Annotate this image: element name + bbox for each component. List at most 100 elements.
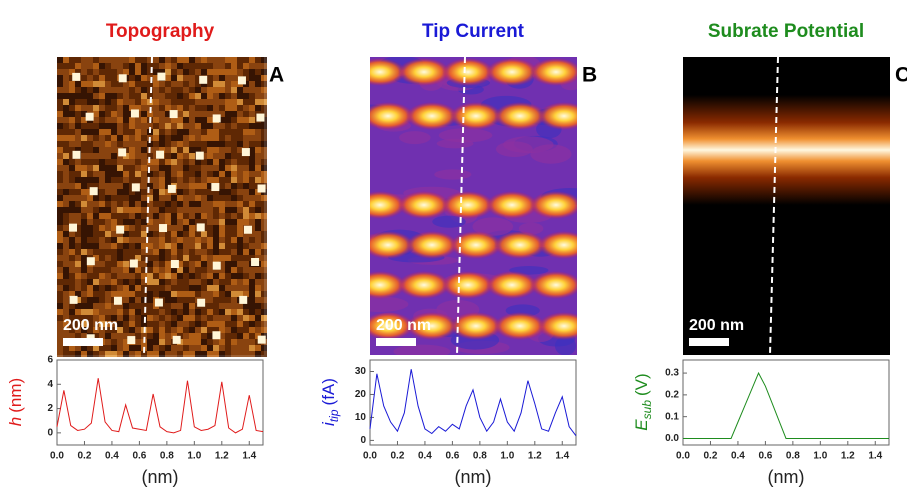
- texture: [141, 267, 147, 273]
- texture: [255, 147, 261, 153]
- texture: [177, 195, 183, 201]
- texture: [123, 291, 129, 297]
- texture: [243, 327, 249, 333]
- texture: [237, 237, 243, 243]
- current-spot: [370, 58, 406, 86]
- x-tick-label: 0.8: [473, 451, 487, 462]
- texture: [201, 237, 207, 243]
- texture: [243, 99, 249, 105]
- texture: [213, 153, 219, 159]
- texture: [147, 171, 153, 177]
- texture: [231, 231, 237, 237]
- texture: [87, 165, 93, 171]
- texture: [87, 69, 93, 75]
- texture: [231, 177, 237, 183]
- texture: [117, 351, 123, 357]
- texture: [111, 57, 117, 63]
- texture: [135, 57, 141, 63]
- texture: [225, 249, 231, 255]
- texture: [141, 123, 147, 129]
- texture: [237, 279, 243, 285]
- texture: [57, 315, 63, 321]
- bright-spot: [239, 295, 248, 304]
- texture: [201, 273, 207, 279]
- texture: [183, 315, 189, 321]
- texture: [183, 93, 189, 99]
- y-tick-label: 2: [47, 403, 53, 414]
- texture: [111, 243, 117, 249]
- texture: [195, 201, 201, 207]
- texture: [207, 249, 213, 255]
- texture: [99, 183, 105, 189]
- panel-letter: A: [269, 64, 284, 87]
- texture: [213, 171, 219, 177]
- texture: [255, 321, 261, 327]
- texture: [231, 87, 237, 93]
- texture: [189, 153, 195, 159]
- texture: [135, 243, 141, 249]
- texture: [237, 207, 243, 213]
- texture: [231, 345, 237, 351]
- texture: [117, 231, 123, 237]
- texture: [195, 195, 201, 201]
- texture: [213, 225, 219, 231]
- texture: [207, 105, 213, 111]
- texture: [69, 171, 75, 177]
- texture: [189, 297, 195, 303]
- texture: [207, 351, 213, 357]
- texture: [159, 351, 165, 357]
- texture: [219, 231, 225, 237]
- texture: [141, 201, 147, 207]
- texture: [75, 93, 81, 99]
- texture: [93, 165, 99, 171]
- texture: [261, 75, 267, 81]
- texture: [57, 303, 63, 309]
- texture: [225, 303, 231, 309]
- texture: [243, 105, 249, 111]
- texture: [129, 327, 135, 333]
- texture: [105, 261, 111, 267]
- texture: [165, 315, 171, 321]
- texture: [63, 123, 69, 129]
- texture: [183, 207, 189, 213]
- texture: [153, 147, 159, 153]
- texture: [129, 285, 135, 291]
- texture: [255, 315, 261, 321]
- texture: [237, 117, 243, 123]
- texture: [177, 153, 183, 159]
- texture: [225, 291, 231, 297]
- texture: [165, 267, 171, 273]
- texture: [135, 285, 141, 291]
- texture: [177, 249, 183, 255]
- texture: [225, 351, 231, 357]
- texture: [141, 225, 147, 231]
- texture: [225, 165, 231, 171]
- texture: [249, 237, 255, 243]
- texture: [213, 213, 219, 219]
- texture: [153, 261, 159, 267]
- texture: [153, 219, 159, 225]
- texture: [195, 93, 201, 99]
- texture: [75, 159, 81, 165]
- texture: [195, 273, 201, 279]
- texture: [255, 63, 261, 69]
- texture: [219, 333, 225, 339]
- texture: [261, 195, 267, 201]
- texture: [99, 333, 105, 339]
- texture: [261, 105, 267, 111]
- texture: [63, 297, 69, 303]
- texture: [99, 153, 105, 159]
- texture: [201, 207, 207, 213]
- texture: [99, 291, 105, 297]
- texture: [111, 279, 117, 285]
- texture: [207, 261, 213, 267]
- texture: [141, 159, 147, 165]
- texture: [63, 69, 69, 75]
- texture: [123, 231, 129, 237]
- texture: [243, 315, 249, 321]
- texture: [147, 243, 153, 249]
- texture: [75, 171, 81, 177]
- texture: [195, 189, 201, 195]
- texture: [219, 201, 225, 207]
- texture: [147, 297, 153, 303]
